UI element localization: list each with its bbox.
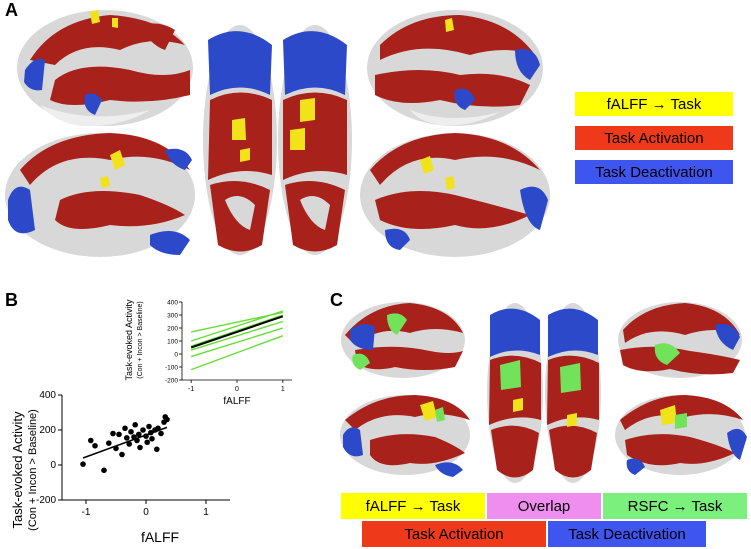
scatter-xlabel: fALFF (141, 529, 179, 545)
scatter-y-tick-label: 200 (39, 425, 56, 436)
legend-c-falff-to-task: fALFF → Task (341, 493, 485, 519)
scatter-fit-line (82, 426, 168, 459)
brain-c-right-lateral (618, 302, 742, 378)
scatter-point (106, 440, 112, 446)
inset-x-tick-label: 1 (281, 386, 285, 393)
scatter-point (149, 435, 155, 442)
scatter-point (137, 444, 143, 451)
panel-label-a: A (5, 0, 18, 20)
scatter-point (80, 461, 86, 467)
inset-xlabel: fALFF (223, 396, 250, 407)
scatter-y-tick-label: 0 (50, 460, 56, 471)
inset-y-tick-label: -200 (165, 378, 178, 385)
inset-x-tick-label: 0 (235, 386, 239, 393)
brain-c-dorsal-left (487, 303, 543, 483)
brain-dorsal-right (278, 25, 352, 255)
scatter-ylabel: Task-evoked Activity (10, 411, 25, 529)
scatter-x-tick-label: 1 (203, 507, 209, 518)
inset-series-line (190, 314, 284, 347)
scatter-point (164, 416, 170, 423)
brain-c-dorsal-right (545, 303, 601, 483)
scatter-point (101, 467, 107, 474)
inset-series-line (190, 315, 284, 349)
scatter-point (140, 427, 146, 433)
scatter-point (154, 446, 160, 453)
legend-a-task-deactivation: Task Deactivation (575, 160, 733, 184)
scatter-point (88, 437, 94, 444)
brain-dorsal-left (203, 25, 277, 255)
panel-label-b: B (5, 290, 18, 310)
inset-x-tick-label: -1 (188, 386, 194, 393)
brain-c-left-lateral (341, 302, 465, 378)
inset-chart: -1 0 1 -200 -100 0 100 200 300 400 Task-evoked Ac… (124, 299, 292, 407)
inset-series-line (190, 320, 284, 351)
inset-series-line (190, 335, 284, 371)
scatter-point (132, 421, 138, 428)
scatter-point (110, 430, 116, 437)
inset-y-tick-label: 100 (167, 339, 178, 346)
inset-y-tick-label: 300 (167, 313, 178, 320)
inset-y-tick-label: 200 (167, 326, 178, 333)
legend-c-overlap: Overlap (487, 493, 601, 519)
inset-series-line (190, 327, 284, 358)
panel-label-c: C (330, 290, 343, 310)
inset-y-tick-label: 0 (174, 352, 178, 359)
brain-left-lateral (17, 10, 193, 127)
brain-maps-panel-c (340, 302, 747, 483)
scatter-point (136, 431, 142, 438)
inset-series-line (191, 311, 283, 333)
inset-ylabel-sub: (Con + Incon > Baseline) (137, 301, 144, 378)
brain-left-medial (5, 133, 195, 257)
scatter-point (92, 442, 98, 449)
scatter-point (119, 451, 125, 458)
scatter-y-tick-label: 400 (39, 390, 56, 401)
scatter-ylabel-sub: (Con + Incon > Baseline) (27, 409, 39, 531)
brain-maps-panel-a (5, 10, 550, 257)
inset-y-tick-label: -100 (165, 365, 178, 372)
legend-a-falff-to-task: fALFF → Task (575, 92, 733, 116)
legend-c-task-deactivation: Task Deactivation (548, 521, 706, 547)
legend-a-task-activation: Task Activation (575, 126, 733, 150)
scatter-chart: -1 0 1 -200 0 200 400 Task-evoked Activity (Co… (10, 390, 230, 545)
scatter-y-tick-label: -200 (36, 495, 56, 506)
brain-right-medial (360, 133, 550, 257)
scatter-point (128, 428, 134, 435)
brain-c-right-medial (615, 395, 747, 475)
legend-c-rsfc-to-task: RSFC → Task (603, 493, 747, 519)
scatter-point (144, 439, 150, 446)
scatter-point (146, 423, 152, 430)
brain-c-left-medial (340, 395, 470, 477)
scatter-x-tick-label: -1 (82, 507, 91, 518)
brain-right-lateral (367, 10, 543, 126)
inset-y-tick-label: 400 (167, 300, 178, 307)
legend-c-task-activation: Task Activation (362, 521, 546, 547)
scatter-point (116, 431, 122, 438)
scatter-point (122, 425, 128, 432)
scatter-x-tick-label: 0 (143, 507, 149, 518)
scatter-point (158, 430, 164, 437)
inset-ylabel: Task-evoked Activity (124, 299, 134, 381)
scatter-point (126, 441, 132, 447)
scatter-point (124, 435, 130, 441)
